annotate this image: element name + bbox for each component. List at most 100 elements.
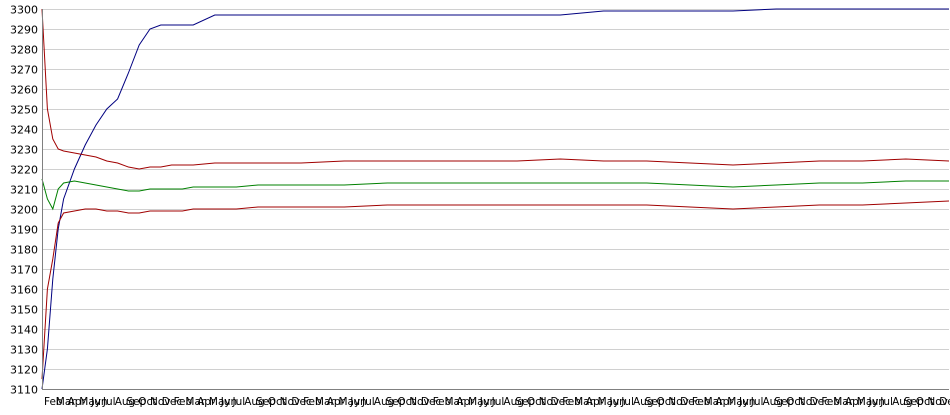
y-tick-label: 3250	[10, 104, 38, 117]
x-tick-label: May	[339, 396, 361, 408]
x-tick-label: Jun	[608, 396, 625, 408]
x-tick-label: Sep	[256, 396, 276, 408]
x-tick-label: Mar	[445, 396, 465, 408]
x-tick-label: Oct	[527, 396, 545, 408]
x-tick-label: Dec	[162, 396, 183, 408]
x-tick-label: Feb	[692, 396, 711, 408]
x-tick-label: Dec	[680, 396, 701, 408]
y-tick-label: 3180	[10, 244, 38, 257]
y-tick-label: 3220	[10, 164, 38, 177]
x-tick-label: Oct	[268, 396, 286, 408]
series-line-2	[41, 8, 950, 170]
y-tick-label: 3200	[10, 204, 38, 217]
x-tick-label: Oct	[397, 396, 415, 408]
x-tick-label: Aug	[503, 396, 524, 408]
x-tick-label: Sep	[904, 396, 924, 408]
x-tick-label: Dec	[810, 396, 831, 408]
x-tick-label: Mar	[56, 396, 76, 408]
x-tick-label: Apr	[456, 396, 475, 408]
x-tick-label: Oct	[916, 396, 934, 408]
x-tick-label: Sep	[774, 396, 794, 408]
x-tick-label: Aug	[763, 396, 784, 408]
x-tick-label: Feb	[44, 396, 63, 408]
x-tick-label: Aug	[892, 396, 913, 408]
x-tick-label: Dec	[291, 396, 312, 408]
x-tick-label: Apr	[586, 396, 605, 408]
x-tick-label: Jun	[479, 396, 496, 408]
x-tick-label: Apr	[327, 396, 346, 408]
y-tick-label: 3260	[10, 84, 38, 97]
x-tick-label: Nov	[539, 396, 560, 408]
x-tick-label: Jun	[349, 396, 366, 408]
x-tick-label: Feb	[562, 396, 581, 408]
y-tick-label: 3240	[10, 124, 38, 137]
x-tick-label: Nov	[927, 396, 948, 408]
x-tick-label: Sep	[386, 396, 406, 408]
y-tick-label: 3150	[10, 304, 38, 317]
x-tick-label: Dec	[551, 396, 572, 408]
y-tick-label: 3270	[10, 64, 38, 77]
x-tick-label: Nov	[798, 396, 819, 408]
y-tick-label: 3190	[10, 224, 38, 237]
x-tick-label: May	[727, 396, 749, 408]
x-tick-label: Sep	[515, 396, 535, 408]
y-tick-label: 3280	[10, 44, 38, 57]
x-tick-label: Aug	[244, 396, 265, 408]
x-tick-label: Jul	[102, 396, 116, 408]
y-tick-label: 3110	[10, 384, 38, 397]
x-tick-label: Feb	[821, 396, 840, 408]
x-tick-label: Jul	[361, 396, 375, 408]
series-layer	[41, 8, 950, 390]
x-tick-label: Mar	[315, 396, 335, 408]
x-tick-label: Aug	[115, 396, 136, 408]
x-tick-label: Dec	[939, 396, 950, 408]
series-line-3	[41, 178, 949, 211]
x-tick-label: Jun	[220, 396, 237, 408]
y-tick-label: 3130	[10, 344, 38, 357]
y-tick-label: 3230	[10, 144, 38, 157]
x-tick-label: Nov	[668, 396, 689, 408]
series-line-1	[41, 8, 949, 390]
y-tick-label: 3300	[10, 4, 38, 17]
x-tick-label: May	[79, 396, 101, 408]
y-tick-label: 3160	[10, 284, 38, 297]
x-tick-label: Jul	[232, 396, 246, 408]
x-tick-label: Jul	[491, 396, 505, 408]
grid-layer	[42, 9, 949, 390]
x-tick-label: Jun	[868, 396, 885, 408]
x-tick-label: Apr	[845, 396, 864, 408]
y-tick-label: 3140	[10, 324, 38, 337]
x-tick-label: Nov	[409, 396, 430, 408]
y-tick-label: 3120	[10, 364, 38, 377]
x-tick-label: Oct	[138, 396, 156, 408]
x-tick-label: Apr	[715, 396, 734, 408]
x-tick-label: Jun	[90, 396, 107, 408]
x-tick-label: May	[598, 396, 620, 408]
series-line-4	[41, 200, 950, 380]
y-tick-label: 3210	[10, 184, 38, 197]
x-tick-label: Nov	[280, 396, 301, 408]
x-tick-label: May	[857, 396, 879, 408]
x-tick-label: Aug	[633, 396, 654, 408]
x-tick-label: Jul	[750, 396, 764, 408]
y-tick-label: 3290	[10, 24, 38, 37]
x-tick-label: Sep	[127, 396, 147, 408]
x-tick-label: Feb	[174, 396, 193, 408]
x-tick-label: Jul	[879, 396, 893, 408]
x-tick-label: Dec	[421, 396, 442, 408]
y-tick-label: 3170	[10, 264, 38, 277]
x-tick-label: Jun	[738, 396, 755, 408]
x-tick-label: Sep	[645, 396, 665, 408]
x-tick-label: Apr	[68, 396, 87, 408]
x-tick-label: Nov	[150, 396, 171, 408]
x-tick-label: Mar	[574, 396, 594, 408]
x-tick-label: Feb	[433, 396, 452, 408]
x-tick-label: Mar	[704, 396, 724, 408]
x-tick-label: Feb	[303, 396, 322, 408]
x-tick-label: Aug	[374, 396, 395, 408]
x-tick-label: May	[468, 396, 490, 408]
x-tick-label: May	[209, 396, 231, 408]
y-axis-tick-labels: 3110 3120 3130 3140 3150 3160 3170 3180 3190 3200…	[10, 4, 38, 397]
